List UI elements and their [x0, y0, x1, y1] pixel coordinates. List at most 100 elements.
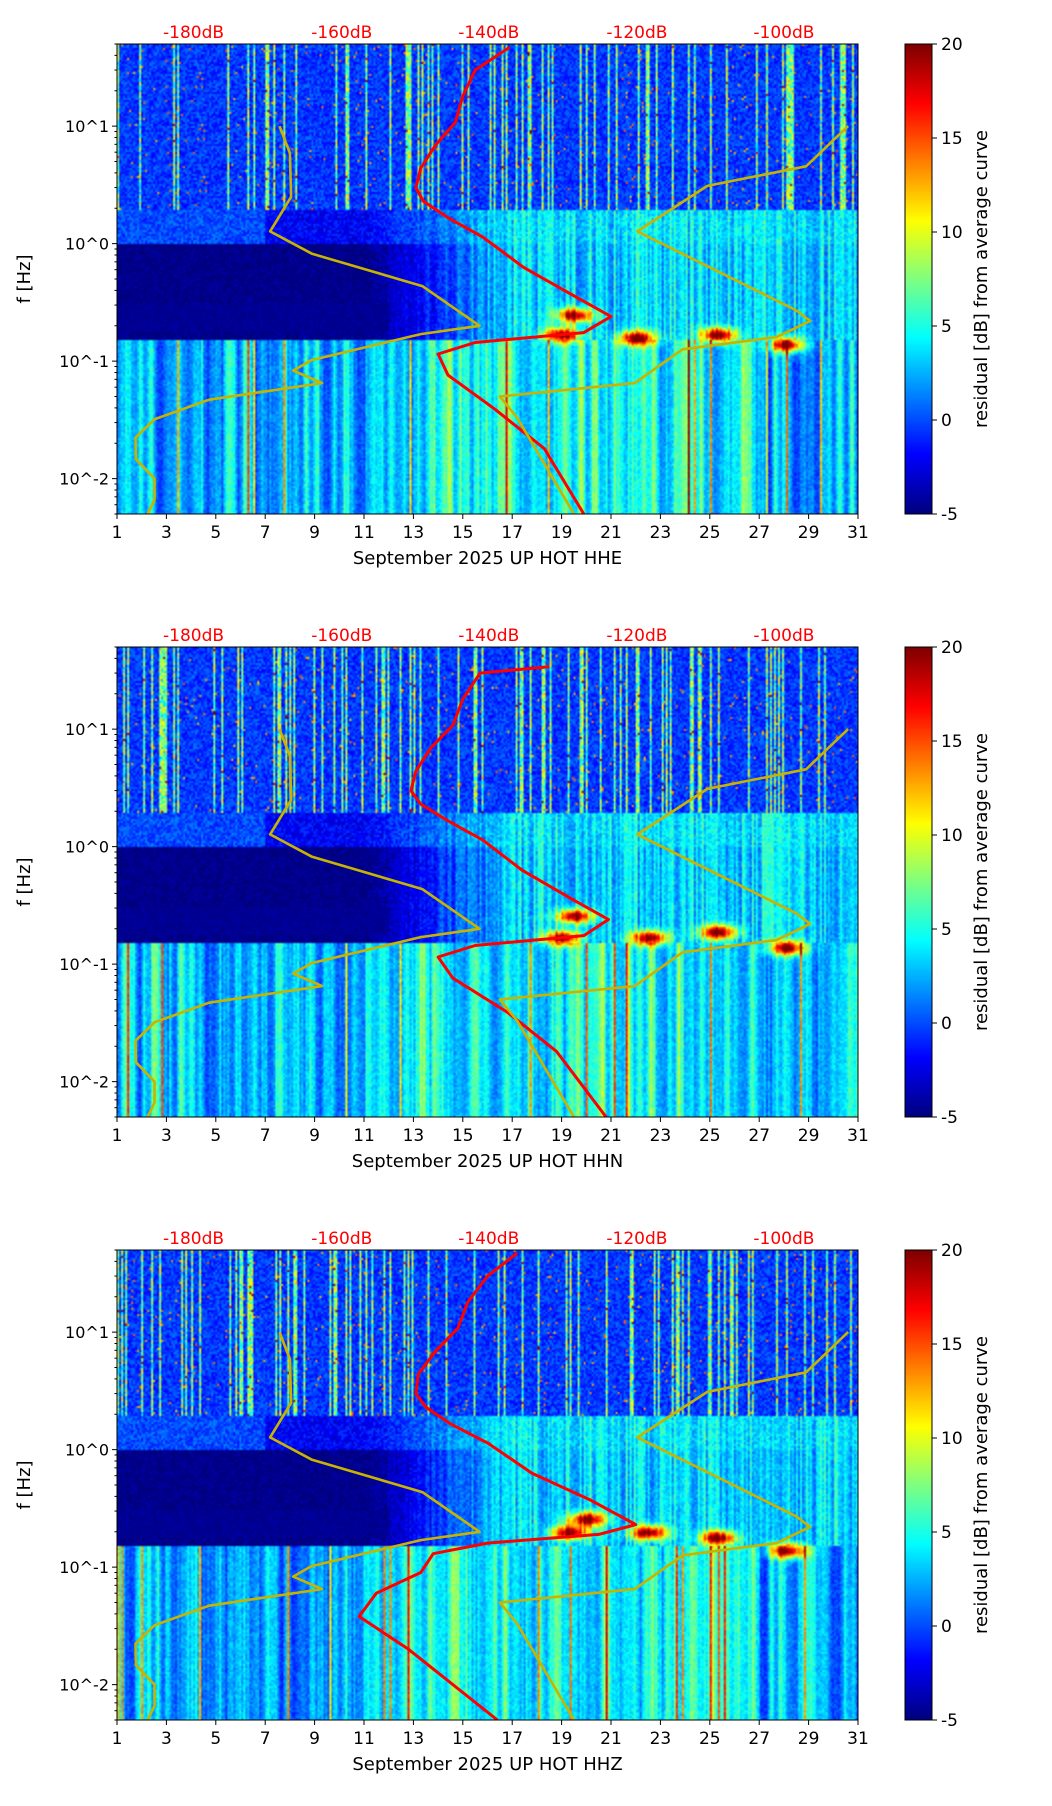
plot-frame	[116, 1249, 859, 1721]
colorbar-tick-label: 5	[941, 920, 952, 940]
x-axis-label: September 2025 UP HOT HHZ	[352, 1754, 622, 1775]
y-tick-label: 10^-2	[59, 470, 109, 489]
x-tick-label: 9	[309, 1126, 320, 1146]
average-psd-curve	[414, 45, 613, 514]
y-tick-label: 10^-1	[59, 352, 109, 371]
colorbar-tick-label: 15	[941, 129, 963, 149]
top-db-label: -180dB	[163, 1229, 224, 1249]
low-noise-model-line	[134, 1331, 481, 1720]
x-tick-label: 17	[501, 523, 523, 543]
colorbar-tick-label: 5	[941, 1523, 952, 1543]
top-db-label: -100dB	[753, 626, 814, 646]
x-tick-label: 19	[551, 1729, 573, 1749]
x-tick-label: 11	[353, 1126, 375, 1146]
x-tick-label: 3	[161, 523, 172, 543]
colorbar-tick-label: -5	[941, 1108, 958, 1128]
x-tick-label: 27	[748, 523, 770, 543]
x-tick-label: 31	[847, 1729, 869, 1749]
top-db-label: -140dB	[458, 626, 519, 646]
x-tick-label: 17	[501, 1729, 523, 1749]
x-tick-label: 5	[210, 1729, 221, 1749]
x-tick-label: 1	[112, 523, 123, 543]
low-noise-model-line	[134, 728, 481, 1117]
colorbar-tick-label: 15	[941, 1335, 963, 1355]
y-tick-label: 10^-1	[59, 1558, 109, 1577]
colorbar-frame	[904, 43, 933, 515]
x-tick-label: 9	[309, 523, 320, 543]
top-db-label: -160dB	[311, 626, 372, 646]
top-db-label: -120dB	[606, 626, 667, 646]
x-tick-label: 29	[798, 523, 820, 543]
x-tick-label: 11	[353, 523, 375, 543]
x-tick-label: 17	[501, 1126, 523, 1146]
colorbar-tick-label: 0	[941, 411, 952, 431]
x-tick-label: 5	[210, 1126, 221, 1146]
x-tick-label: 9	[309, 1729, 320, 1749]
colorbar-2	[905, 647, 932, 1117]
x-tick-label: 25	[699, 523, 721, 543]
high-noise-model-line	[498, 1331, 849, 1720]
top-db-label: -120dB	[606, 1229, 667, 1249]
top-db-label: -100dB	[753, 1229, 814, 1249]
colorbar-tick-label: 20	[941, 638, 963, 658]
colorbar-3	[905, 1250, 932, 1720]
y-axis-label: f [Hz]	[14, 857, 35, 906]
x-tick-label: 19	[551, 1126, 573, 1146]
top-db-label: -180dB	[163, 23, 224, 43]
x-tick-label: 27	[748, 1126, 770, 1146]
average-psd-curve	[409, 665, 610, 1117]
colorbar-tick-label: 20	[941, 35, 963, 55]
plot-frame	[116, 43, 859, 515]
y-axis-label: f [Hz]	[14, 254, 35, 303]
y-tick-label: 10^-2	[59, 1676, 109, 1695]
y-axis-label: f [Hz]	[14, 1460, 35, 1509]
x-tick-label: 7	[260, 1729, 271, 1749]
colorbar-label: residual [dB] from average curve	[971, 733, 992, 1031]
colorbar-tick-label: 0	[941, 1014, 952, 1034]
x-tick-label: 7	[260, 1126, 271, 1146]
colorbar-tick-label: -5	[941, 1711, 958, 1731]
y-tick-label: 10^1	[65, 720, 109, 739]
x-tick-label: 13	[403, 1729, 425, 1749]
x-axis-label: September 2025 UP HOT HHE	[353, 548, 622, 569]
x-tick-label: 23	[650, 1729, 672, 1749]
x-tick-label: 1	[112, 1729, 123, 1749]
plot-frame	[116, 646, 859, 1118]
x-tick-label: 29	[798, 1729, 820, 1749]
y-tick-label: 10^1	[65, 1323, 109, 1342]
y-tick-label: 10^0	[65, 1441, 109, 1460]
x-axis-label: September 2025 UP HOT HHN	[352, 1151, 623, 1172]
y-tick-label: 10^0	[65, 838, 109, 857]
y-tick-label: 10^1	[65, 117, 109, 136]
x-tick-label: 23	[650, 1126, 672, 1146]
top-db-label: -140dB	[458, 1229, 519, 1249]
x-tick-label: 31	[847, 523, 869, 543]
top-db-label: -100dB	[753, 23, 814, 43]
colorbar-label: residual [dB] from average curve	[971, 1336, 992, 1634]
x-tick-label: 21	[600, 1729, 622, 1749]
high-noise-model-line	[498, 125, 849, 514]
colorbar-tick-label: 10	[941, 1429, 963, 1449]
colorbar-label: residual [dB] from average curve	[971, 130, 992, 428]
x-tick-label: 23	[650, 523, 672, 543]
x-tick-label: 3	[161, 1729, 172, 1749]
x-tick-label: 19	[551, 523, 573, 543]
colorbar-tick-label: -5	[941, 505, 958, 525]
x-tick-label: 1	[112, 1126, 123, 1146]
x-tick-label: 13	[403, 1126, 425, 1146]
colorbar-tick-label: 5	[941, 317, 952, 337]
colorbar-tick-label: 10	[941, 223, 963, 243]
top-db-label: -120dB	[606, 23, 667, 43]
top-db-label: -180dB	[163, 626, 224, 646]
x-tick-label: 27	[748, 1729, 770, 1749]
y-tick-label: 10^0	[65, 235, 109, 254]
colorbar-tick-label: 0	[941, 1617, 952, 1637]
y-tick-label: 10^-2	[59, 1073, 109, 1092]
colorbar-tick-label: 10	[941, 826, 963, 846]
x-tick-label: 31	[847, 1126, 869, 1146]
x-tick-label: 29	[798, 1126, 820, 1146]
x-tick-label: 15	[452, 1126, 474, 1146]
x-tick-label: 25	[699, 1126, 721, 1146]
x-tick-label: 21	[600, 1126, 622, 1146]
